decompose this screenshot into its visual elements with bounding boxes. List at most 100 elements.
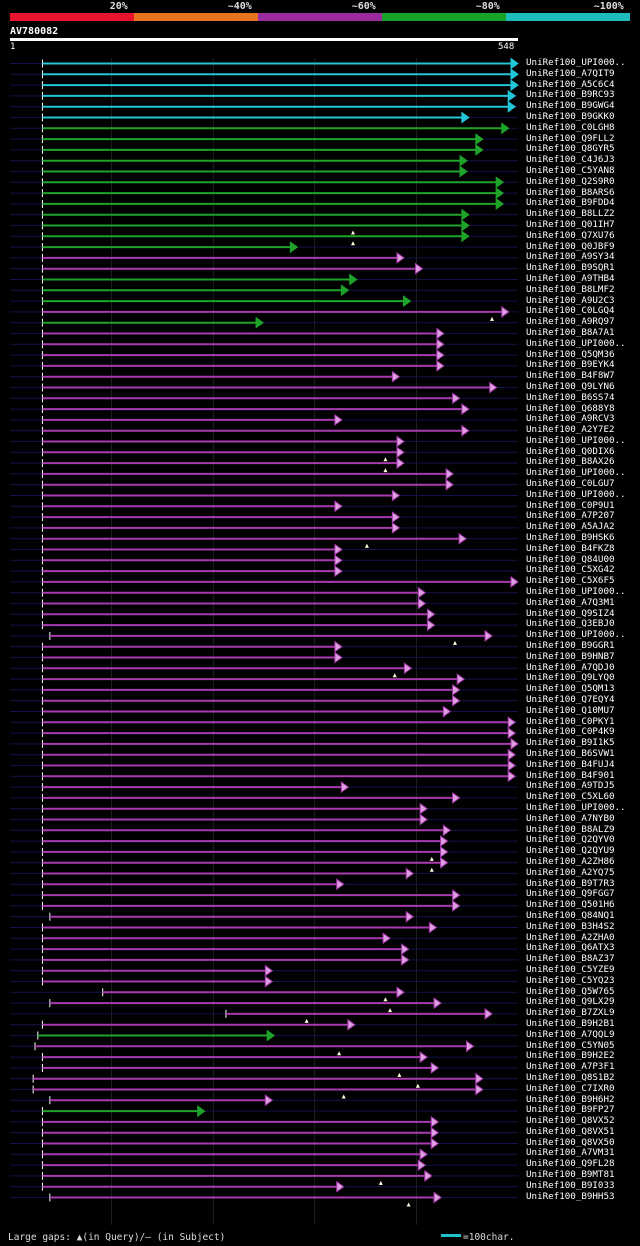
hit-label[interactable]: UniRef100_A2YQ75 [526, 867, 615, 878]
hit-label[interactable]: UniRef100_UPI000.. [526, 468, 626, 479]
hit-label[interactable]: UniRef100_B6SVW1 [526, 749, 615, 759]
hit-label[interactable]: UniRef100_C7IXR0 [526, 1083, 615, 1094]
hit-label[interactable]: UniRef100_C0PKY1 [526, 716, 615, 727]
hit-label[interactable]: UniRef100_B9H6H2 [526, 1094, 615, 1105]
hit-label[interactable]: UniRef100_A2Y7E2 [526, 425, 615, 436]
hit-label[interactable]: UniRef100_A9THB4 [526, 273, 615, 284]
hit-label[interactable]: UniRef100_A5AJA2 [526, 522, 615, 533]
hit-label[interactable]: UniRef100_Q84U00 [526, 554, 615, 565]
hit-label[interactable]: UniRef100_A7NYB0 [526, 813, 615, 824]
hit-label[interactable]: UniRef100_B9I1K5 [526, 738, 615, 749]
hit-label[interactable]: UniRef100_C5XG42 [526, 565, 615, 576]
hit-label[interactable]: UniRef100_B8AX26 [526, 457, 615, 468]
hit-label[interactable]: UniRef100_Q84NQ1 [526, 910, 615, 921]
hit-label[interactable]: UniRef100_A9RQ97 [526, 317, 615, 328]
hit-label[interactable]: UniRef100_B4F8W7 [526, 371, 615, 382]
hit-label[interactable]: UniRef100_C0LGH8 [526, 122, 615, 133]
hit-label[interactable]: UniRef100_Q10MU7 [526, 705, 615, 716]
hit-label[interactable]: UniRef100_Q9FLL2 [526, 133, 615, 144]
hit-label[interactable]: UniRef100_B9GGR1 [526, 641, 615, 652]
hit-label[interactable]: UniRef100_B8ALZ9 [526, 824, 615, 835]
hit-label[interactable]: UniRef100_Q7EQY4 [526, 695, 615, 706]
hit-label[interactable]: UniRef100_B9H2B1 [526, 1018, 615, 1029]
hit-label[interactable]: UniRef100_B9FP27 [526, 1105, 615, 1116]
hit-label[interactable]: UniRef100_Q6ATX3 [526, 943, 615, 954]
hit-label[interactable]: UniRef100_A7QQL9 [526, 1029, 615, 1040]
hit-label[interactable]: UniRef100_B9HH53 [526, 1191, 615, 1202]
hit-label[interactable]: UniRef100_Q2QYV0 [526, 835, 615, 846]
hit-label[interactable]: UniRef100_Q8VX50 [526, 1137, 615, 1148]
hit-label[interactable]: UniRef100_A7P3F1 [526, 1062, 615, 1073]
hit-label[interactable]: UniRef100_B8LMF2 [526, 284, 615, 295]
hit-label[interactable]: UniRef100_A2ZH86 [526, 856, 615, 867]
hit-label[interactable]: UniRef100_Q8S1B2 [526, 1072, 615, 1083]
hit-label[interactable]: UniRef100_Q01IH7 [526, 219, 615, 230]
hit-label[interactable]: UniRef100_Q2QYU9 [526, 846, 615, 857]
hit-label[interactable]: UniRef100_Q2S9R0 [526, 176, 615, 187]
hit-label[interactable]: UniRef100_C5YN05 [526, 1040, 615, 1051]
hit-label[interactable]: UniRef100_C5YAN8 [526, 165, 615, 176]
hit-label[interactable]: UniRef100_A7QDJ0 [526, 662, 615, 673]
hit-label[interactable]: UniRef100_UPI000.. [526, 630, 626, 641]
hit-label[interactable]: UniRef100_B9EYK4 [526, 360, 615, 371]
hit-label[interactable]: UniRef100_C5YZE9 [526, 964, 615, 975]
hit-label[interactable]: UniRef100_C0P4K9 [526, 727, 615, 738]
hit-label[interactable]: UniRef100_A7VM31 [526, 1148, 615, 1159]
hit-label[interactable]: UniRef100_A9U2C3 [526, 295, 615, 306]
hit-label[interactable]: UniRef100_UPI000.. [526, 489, 626, 500]
hit-label[interactable]: UniRef100_B9H2E2 [526, 1051, 615, 1062]
hit-label[interactable]: UniRef100_B8LLZ2 [526, 209, 615, 220]
hit-label[interactable]: UniRef100_Q9LYN6 [526, 381, 615, 392]
hit-label[interactable]: UniRef100_B9T7R3 [526, 878, 615, 889]
hit-label[interactable]: UniRef100_A7Q3M1 [526, 597, 615, 608]
hit-label[interactable]: UniRef100_UPI000.. [526, 587, 626, 598]
hit-label[interactable]: UniRef100_Q8VX52 [526, 1116, 615, 1127]
hit-label[interactable]: UniRef100_A2ZHA0 [526, 932, 615, 943]
hit-label[interactable]: UniRef100_Q5QM13 [526, 684, 615, 695]
hit-label[interactable]: UniRef100_B3H4S2 [526, 921, 615, 932]
hit-label[interactable]: UniRef100_B6SS74 [526, 392, 615, 403]
hit-label[interactable]: UniRef100_B9SQR1 [526, 263, 615, 274]
hit-label[interactable]: UniRef100_C5XL60 [526, 792, 615, 803]
hit-label[interactable]: UniRef100_B7ZXL9 [526, 1008, 615, 1019]
hit-label[interactable]: UniRef100_A9RCV3 [526, 414, 615, 425]
hit-label[interactable]: UniRef100_Q9LX29 [526, 997, 615, 1008]
hit-label[interactable]: UniRef100_Q0JBF9 [526, 241, 615, 252]
hit-label[interactable]: UniRef100_Q5W765 [526, 986, 615, 997]
hit-label[interactable]: UniRef100_B8AZ37 [526, 954, 615, 965]
hit-label[interactable]: UniRef100_A7P207 [526, 511, 615, 522]
hit-label[interactable]: UniRef100_C0LGU7 [526, 479, 615, 490]
hit-label[interactable]: UniRef100_A7QIT9 [526, 68, 615, 79]
hit-label[interactable]: UniRef100_Q5QM36 [526, 349, 615, 360]
hit-label[interactable]: UniRef100_A5C6C4 [526, 79, 615, 90]
hit-label[interactable]: UniRef100_UPI000.. [526, 338, 626, 349]
hit-label[interactable]: UniRef100_A9SY34 [526, 252, 615, 263]
hit-label[interactable]: UniRef100_B4FKZ8 [526, 543, 615, 554]
hit-label[interactable]: UniRef100_C5YQ23 [526, 975, 615, 986]
hit-label[interactable]: UniRef100_Q9SIZ4 [526, 608, 615, 619]
hit-label[interactable]: UniRef100_B9I033 [526, 1180, 615, 1191]
hit-label[interactable]: UniRef100_UPI000.. [526, 435, 626, 446]
hit-label[interactable]: UniRef100_B8ARS6 [526, 187, 615, 198]
hit-label[interactable]: UniRef100_Q9LYQ0 [526, 673, 615, 684]
hit-label[interactable]: UniRef100_Q8VX51 [526, 1126, 615, 1137]
hit-label[interactable]: UniRef100_Q0DIX6 [526, 446, 615, 457]
hit-label[interactable]: UniRef100_B9HNB7 [526, 651, 615, 662]
hit-label[interactable]: UniRef100_B9FDD4 [526, 198, 615, 209]
hit-label[interactable]: UniRef100_B9MT81 [526, 1170, 615, 1181]
hit-label[interactable]: UniRef100_Q9FL28 [526, 1159, 615, 1170]
hit-label[interactable]: UniRef100_C4J6J3 [526, 155, 615, 166]
hit-label[interactable]: UniRef100_UPI000.. [526, 58, 626, 68]
hit-label[interactable]: UniRef100_UPI000.. [526, 802, 626, 813]
hit-label[interactable]: UniRef100_B4FUJ4 [526, 759, 615, 770]
hit-label[interactable]: UniRef100_A9TDJ5 [526, 781, 615, 792]
hit-label[interactable]: UniRef100_B9GKK0 [526, 111, 615, 122]
hit-label[interactable]: UniRef100_Q688Y8 [526, 403, 615, 414]
hit-label[interactable]: UniRef100_C0P9U1 [526, 500, 615, 511]
hit-label[interactable]: UniRef100_B4F901 [526, 770, 615, 781]
hit-label[interactable]: UniRef100_Q3EBJ0 [526, 619, 615, 630]
hit-label[interactable]: UniRef100_B8A7A1 [526, 327, 615, 338]
hit-label[interactable]: UniRef100_Q9FGG7 [526, 889, 615, 900]
hit-label[interactable]: UniRef100_Q8GYR5 [526, 144, 615, 155]
hit-label[interactable]: UniRef100_C5X6F5 [526, 576, 615, 587]
